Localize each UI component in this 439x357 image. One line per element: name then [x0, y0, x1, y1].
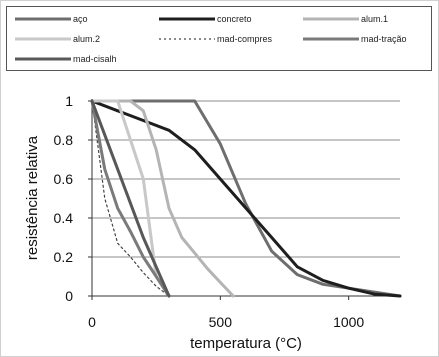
legend: aço concreto alum.1 alum.2 mad-compres mad-tr… — [6, 6, 432, 71]
legend-swatch — [15, 57, 71, 61]
legend-label: aço — [73, 14, 88, 24]
y-tick-label: 0.4 — [54, 210, 74, 226]
legend-swatch — [15, 37, 71, 41]
y-tick-label: 0.2 — [54, 249, 74, 265]
x-axis-title: temperatura (°C) — [190, 335, 302, 352]
legend-label: mad-compres — [217, 34, 273, 44]
legend-swatch — [303, 17, 359, 21]
legend-swatch — [159, 38, 215, 40]
series-line-2 — [90, 99, 235, 298]
legend-label: alum.2 — [73, 34, 101, 44]
legend-label: concreto — [217, 14, 252, 24]
legend-swatch — [303, 37, 359, 41]
gridlines — [92, 100, 400, 258]
y-tick-label: 1 — [65, 93, 73, 109]
x-tick-label: 1000 — [333, 314, 364, 330]
series-line-1 — [90, 99, 402, 298]
y-axis-title: resistência relativa — [24, 135, 41, 260]
tick-labels: 0 500 1000 0 0.2 0.4 0.6 0.8 1 — [54, 93, 365, 330]
x-tick-label: 500 — [209, 314, 233, 330]
axes — [88, 99, 400, 300]
series-line-5 — [90, 99, 171, 298]
legend-swatch — [159, 17, 215, 21]
legend-label: mad-tração — [361, 34, 407, 44]
series-line-6 — [90, 99, 171, 298]
y-tick-label: 0.8 — [54, 132, 74, 148]
y-tick-label: 0 — [65, 288, 73, 304]
legend-label: alum.1 — [361, 14, 389, 24]
y-tick-label: 0.6 — [54, 171, 74, 187]
legend-label: mad-cisalh — [73, 54, 117, 64]
legend-swatch — [15, 17, 71, 21]
series-lines — [90, 99, 402, 298]
x-tick-label: 0 — [88, 314, 96, 330]
